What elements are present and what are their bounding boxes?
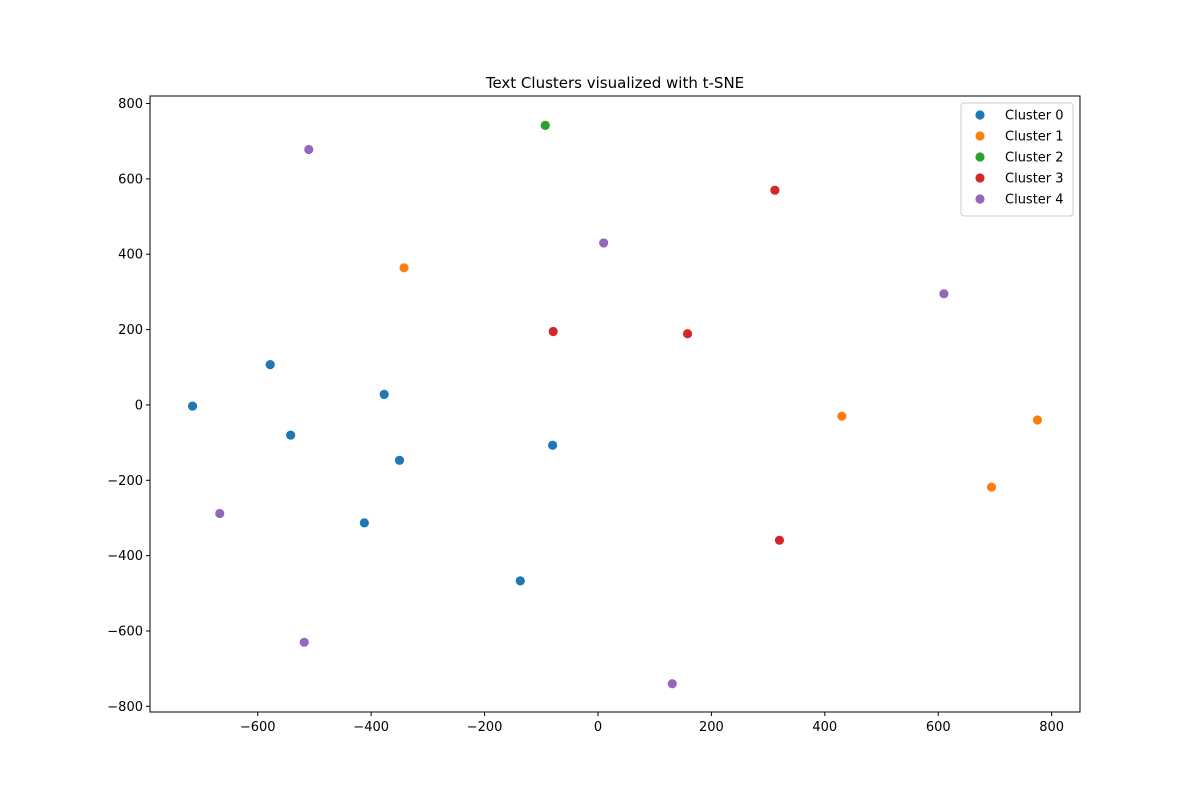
y-tick-label: 600 <box>118 172 143 187</box>
legend-label: Cluster 3 <box>1005 172 1064 187</box>
y-tick-label: 400 <box>118 248 143 263</box>
y-tick-label: −200 <box>107 474 143 489</box>
chart-title: Text Clusters visualized with t-SNE <box>485 74 744 92</box>
x-tick-label: 600 <box>926 720 951 735</box>
legend: Cluster 0 Cluster 1 Cluster 2 Cluster 3 Clus… <box>960 102 1074 217</box>
legend-label: Cluster 0 <box>1005 109 1064 124</box>
x-tick-label: 200 <box>699 720 724 735</box>
cluster-0-point <box>187 401 198 411</box>
cluster-3-point <box>682 329 693 339</box>
data-points <box>187 120 1043 689</box>
x-tick-label: −400 <box>353 720 389 735</box>
y-tick-label: 800 <box>118 97 143 112</box>
cluster-1-point <box>986 482 997 492</box>
axes: −600 −400 −200 0 200 400 600 800 −800 −600 −400 −20… <box>107 95 1081 735</box>
x-tick-label: −600 <box>240 720 276 735</box>
cluster-4-point <box>667 679 677 689</box>
cluster-4-point <box>304 144 314 155</box>
y-tick-label: −800 <box>107 700 143 715</box>
x-tick-label: 800 <box>1039 720 1064 735</box>
cluster-0-point <box>359 518 369 528</box>
cluster-4-point <box>599 238 609 248</box>
cluster-3-point <box>770 185 780 195</box>
x-tick-label: 400 <box>812 720 837 735</box>
y-tick-label: 200 <box>118 323 143 338</box>
y-tick-label: −600 <box>107 624 143 639</box>
cluster-0-point <box>515 576 525 586</box>
y-tick-label: 0 <box>135 398 143 413</box>
cluster-0-point <box>548 440 558 450</box>
legend-label: Cluster 1 <box>1005 130 1064 145</box>
legend-box <box>960 102 1074 217</box>
legend-marker <box>975 173 985 183</box>
cluster-1-point <box>399 263 409 273</box>
cluster-2-point <box>540 120 550 130</box>
x-tick-label: −200 <box>467 720 503 735</box>
legend-label: Cluster 4 <box>1005 193 1064 208</box>
cluster-0-point <box>265 360 275 370</box>
plot-frame <box>149 95 1081 713</box>
cluster-4-point <box>939 289 949 299</box>
cluster-3-point <box>774 535 785 545</box>
cluster-0-point <box>379 389 389 399</box>
legend-label: Cluster 2 <box>1005 151 1064 166</box>
legend-marker <box>975 110 985 120</box>
cluster-4-point <box>215 508 225 519</box>
cluster-0-point <box>394 455 405 465</box>
legend-marker <box>975 152 985 162</box>
cluster-4-point <box>299 637 309 647</box>
cluster-0-point <box>286 430 296 440</box>
x-tick-label: 0 <box>594 720 602 735</box>
cluster-1-point <box>1032 415 1043 425</box>
legend-marker <box>975 194 985 204</box>
legend-marker <box>975 131 985 141</box>
cluster-3-point <box>548 326 558 337</box>
cluster-1-point <box>837 411 847 421</box>
y-tick-label: −400 <box>107 549 143 564</box>
